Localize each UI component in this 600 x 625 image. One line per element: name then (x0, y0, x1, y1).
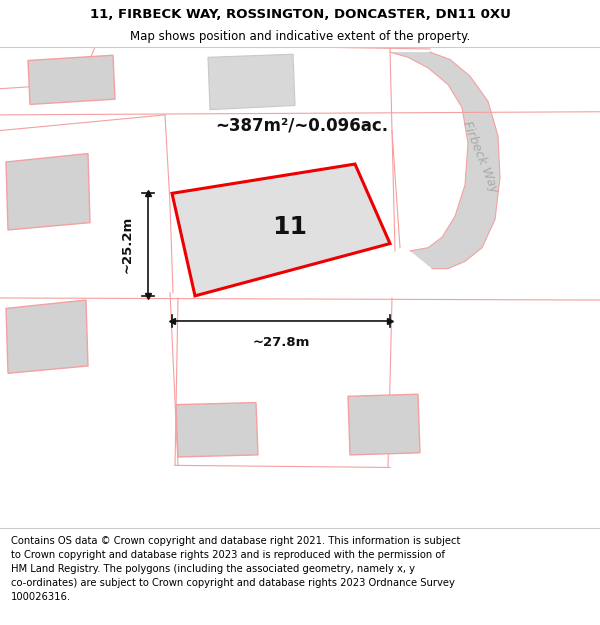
Polygon shape (28, 55, 115, 104)
Text: Firbeck Way: Firbeck Way (460, 119, 500, 194)
Text: Map shows position and indicative extent of the property.: Map shows position and indicative extent… (130, 30, 470, 43)
Polygon shape (176, 402, 258, 457)
Polygon shape (208, 54, 295, 109)
Polygon shape (6, 300, 88, 373)
Text: ~27.8m: ~27.8m (253, 336, 310, 349)
Text: 11, FIRBECK WAY, ROSSINGTON, DONCASTER, DN11 0XU: 11, FIRBECK WAY, ROSSINGTON, DONCASTER, … (89, 8, 511, 21)
Polygon shape (6, 154, 90, 230)
Polygon shape (348, 394, 420, 455)
Polygon shape (390, 52, 500, 269)
Text: 11: 11 (272, 215, 308, 239)
Text: ~25.2m: ~25.2m (121, 216, 134, 273)
Text: ~387m²/~0.096ac.: ~387m²/~0.096ac. (215, 116, 388, 134)
Text: Contains OS data © Crown copyright and database right 2021. This information is : Contains OS data © Crown copyright and d… (11, 536, 460, 602)
Polygon shape (172, 164, 390, 296)
